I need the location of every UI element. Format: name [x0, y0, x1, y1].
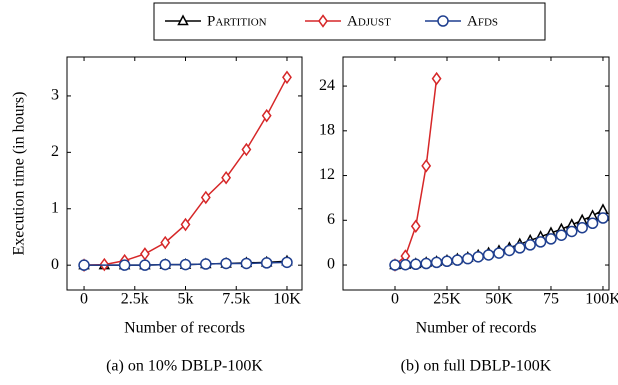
data-point: [118, 259, 131, 271]
data-point: [281, 256, 293, 269]
data-point: [441, 255, 453, 268]
legend-label: Partition: [207, 13, 267, 29]
data-point: [221, 170, 232, 185]
y-tick-label: 0: [51, 256, 59, 273]
data-point: [241, 142, 252, 157]
legend-marker: [318, 14, 328, 28]
data-point: [410, 219, 421, 234]
data-point: [524, 239, 536, 251]
data-point: [420, 257, 432, 270]
legend-marker: [177, 14, 189, 26]
data-point: [472, 251, 484, 263]
data-point: [555, 229, 568, 241]
data-point: [200, 258, 212, 270]
y-tick-label: 0: [327, 256, 335, 273]
data-point: [586, 217, 599, 230]
y-axis-label: Execution time (in hours): [11, 92, 28, 256]
x-axis-label: Number of records: [416, 320, 537, 337]
data-point: [430, 256, 443, 269]
y-tick-label: 1: [51, 199, 59, 216]
data-point: [482, 249, 495, 261]
legend-box: [153, 2, 546, 41]
data-point: [180, 217, 191, 232]
series-line: [84, 76, 288, 266]
data-point: [220, 257, 232, 270]
data-point: [451, 254, 464, 266]
x-tick-label: 7.5k: [222, 291, 250, 308]
caption: (a) on 10% DBLP-100K: [106, 358, 263, 375]
x-axis-label: Number of records: [124, 320, 245, 337]
data-point: [159, 258, 171, 271]
data-point: [179, 258, 192, 271]
data-point: [78, 259, 90, 271]
data-point: [261, 108, 272, 123]
data-point: [260, 257, 273, 269]
y-tick-label: 2: [51, 143, 59, 160]
x-tick-label: 100K: [585, 291, 618, 308]
data-point: [410, 258, 422, 271]
y-tick-label: 6: [327, 211, 335, 228]
data-point: [282, 70, 292, 85]
x-tick-label: 0: [80, 291, 88, 308]
y-tick-label: 18: [319, 121, 335, 138]
caption: (b) on full DBLP-100K: [401, 358, 552, 375]
plot-frame: [342, 56, 610, 291]
data-point: [566, 225, 578, 238]
series-line: [84, 261, 288, 266]
x-tick-label: 2.5k: [121, 291, 149, 308]
x-tick-label: 25K: [433, 291, 461, 308]
data-point: [597, 203, 609, 215]
data-point: [597, 212, 609, 224]
data-point: [545, 233, 557, 245]
data-point: [462, 252, 474, 265]
data-point: [399, 258, 412, 271]
data-point: [534, 236, 547, 248]
x-tick-label: 75: [543, 291, 559, 308]
y-tick-label: 12: [319, 166, 335, 183]
x-tick-label: 5k: [178, 291, 194, 308]
legend-label: Afds: [467, 13, 498, 29]
data-point: [576, 221, 588, 234]
y-tick-label: 24: [319, 77, 335, 94]
y-tick-label: 3: [51, 87, 59, 104]
legend-marker: [437, 15, 449, 27]
data-point: [139, 259, 151, 271]
data-point: [421, 159, 432, 173]
x-tick-label: 10K: [273, 291, 301, 308]
data-point: [493, 247, 505, 259]
x-tick-label: 50K: [485, 291, 513, 308]
data-point: [160, 235, 171, 250]
data-point: [240, 257, 253, 270]
plot-frame: [66, 56, 303, 291]
data-point: [503, 244, 516, 257]
data-point: [431, 71, 442, 86]
data-point: [140, 247, 150, 261]
data-point: [514, 242, 526, 254]
series-line: [394, 78, 438, 266]
data-point: [200, 190, 211, 205]
legend-label: Adjust: [347, 13, 391, 29]
data-point: [389, 259, 401, 271]
x-tick-label: 0: [391, 291, 399, 308]
